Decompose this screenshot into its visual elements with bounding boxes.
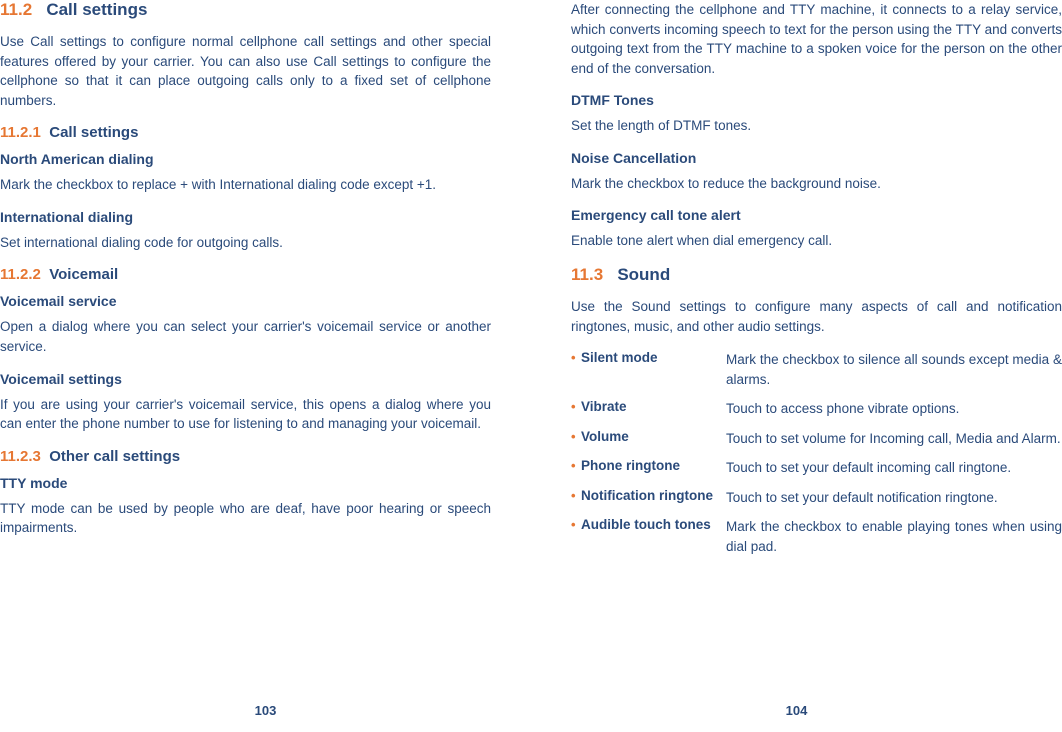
bullet-icon: • [571, 458, 581, 478]
options-table: • Silent mode Mark the checkbox to silen… [571, 350, 1062, 557]
topic-body: If you are using your carrier's voicemai… [0, 395, 491, 434]
option-name: Silent mode [581, 350, 726, 389]
subsection-number: 11.2.3 [0, 448, 41, 465]
bullet-icon: • [571, 429, 581, 449]
option-row: • Audible touch tones Mark the checkbox … [571, 517, 1062, 556]
option-name: Vibrate [581, 399, 726, 419]
subsection-heading-11-2-3: 11.2.3 Other call settings [0, 448, 491, 465]
subsection-number: 11.2.1 [0, 124, 41, 141]
section-intro: Use the Sound settings to configure many… [571, 297, 1062, 336]
option-name: Volume [581, 429, 726, 449]
topic-body: Mark the checkbox to reduce the backgrou… [571, 174, 1062, 194]
option-desc: Touch to set volume for Incoming call, M… [726, 429, 1062, 449]
topic-heading: Voicemail service [0, 293, 491, 309]
topic-body: Mark the checkbox to replace + with Inte… [0, 175, 491, 195]
option-row: • Volume Touch to set volume for Incomin… [571, 429, 1062, 449]
option-desc: Touch to set your default incoming call … [726, 458, 1062, 478]
section-heading-11-3: 11.3 Sound [571, 265, 1062, 285]
option-name: Phone ringtone [581, 458, 726, 478]
section-heading-11-2: 11.2 Call settings [0, 0, 491, 20]
section-title: Sound [617, 265, 670, 284]
section-title: Call settings [46, 0, 147, 19]
option-desc: Touch to access phone vibrate options. [726, 399, 1062, 419]
topic-heading: International dialing [0, 209, 491, 225]
page-right: After connecting the cellphone and TTY m… [531, 0, 1062, 732]
topic-body: Enable tone alert when dial emergency ca… [571, 231, 1062, 251]
option-desc: Touch to set your default notification r… [726, 488, 1062, 508]
bullet-icon: • [571, 517, 581, 556]
subsection-title: Call settings [49, 124, 138, 141]
tty-continuation: After connecting the cellphone and TTY m… [571, 0, 1062, 78]
option-row: • Phone ringtone Touch to set your defau… [571, 458, 1062, 478]
topic-heading: North American dialing [0, 151, 491, 167]
topic-body: Set international dialing code for outgo… [0, 233, 491, 253]
section-intro: Use Call settings to configure normal ce… [0, 32, 491, 110]
topic-heading: Noise Cancellation [571, 150, 1062, 166]
bullet-icon: • [571, 488, 581, 508]
option-name: Notification ringtone [581, 488, 726, 508]
page-left: 11.2 Call settings Use Call settings to … [0, 0, 531, 732]
option-row: • Silent mode Mark the checkbox to silen… [571, 350, 1062, 389]
topic-heading: Emergency call tone alert [571, 207, 1062, 223]
topic-body: TTY mode can be used by people who are d… [0, 499, 491, 538]
option-row: • Notification ringtone Touch to set you… [571, 488, 1062, 508]
topic-body: Set the length of DTMF tones. [571, 116, 1062, 136]
option-name: Audible touch tones [581, 517, 726, 556]
bullet-icon: • [571, 350, 581, 389]
option-row: • Vibrate Touch to access phone vibrate … [571, 399, 1062, 419]
subsection-number: 11.2.2 [0, 266, 41, 283]
topic-heading: Voicemail settings [0, 371, 491, 387]
subsection-heading-11-2-2: 11.2.2 Voicemail [0, 266, 491, 283]
subsection-heading-11-2-1: 11.2.1 Call settings [0, 124, 491, 141]
bullet-icon: • [571, 399, 581, 419]
option-desc: Mark the checkbox to silence all sounds … [726, 350, 1062, 389]
page-number: 103 [255, 703, 277, 718]
subsection-title: Other call settings [49, 448, 180, 465]
topic-heading: TTY mode [0, 475, 491, 491]
option-desc: Mark the checkbox to enable playing tone… [726, 517, 1062, 556]
topic-heading: DTMF Tones [571, 92, 1062, 108]
section-number: 11.3 [571, 265, 603, 284]
page-number: 104 [786, 703, 808, 718]
topic-body: Open a dialog where you can select your … [0, 317, 491, 356]
subsection-title: Voicemail [49, 266, 118, 283]
section-number: 11.2 [0, 0, 32, 19]
